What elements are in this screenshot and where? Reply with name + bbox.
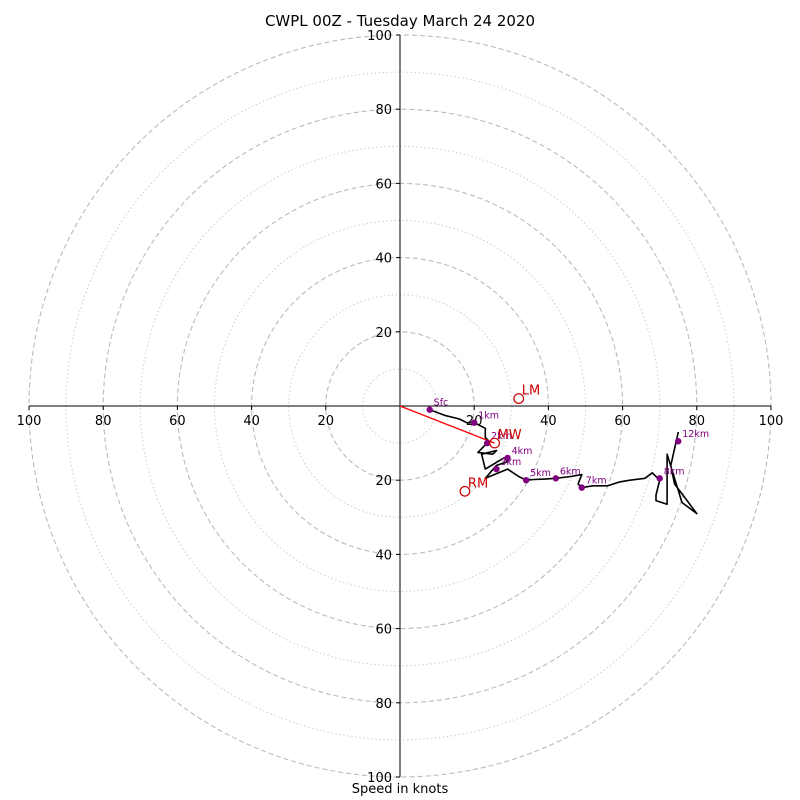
wind-profile-layer (399, 405, 698, 515)
y-tick-label: 80 (375, 103, 392, 118)
height-marker-6km (552, 475, 560, 482)
height-label-7km: 7km (586, 476, 607, 487)
mean-wind-vector-line (399, 405, 495, 444)
storm-motion-label-mw: MW (498, 428, 522, 443)
x-tick-label: 40 (540, 414, 557, 429)
x-tick-label: 100 (17, 414, 42, 429)
x-tick-label: 20 (318, 414, 335, 429)
height-label-8km: 8km (664, 466, 685, 477)
height-marker-1km (471, 419, 478, 426)
x-axis-label: Speed in knots (351, 782, 449, 797)
y-tick-label: 20 (375, 326, 392, 341)
storm-motion-layer: LM MW RM (459, 384, 540, 497)
height-label-Sfc: Sfc (434, 398, 449, 409)
x-tick-label: 60 (169, 414, 186, 429)
storm-motion-label-rm: RM (468, 476, 488, 491)
height-label-2km: 2km (491, 431, 512, 442)
height-label-6km: 6km (560, 466, 581, 477)
y-tick-label: 60 (375, 177, 392, 192)
height-marker-2km (483, 439, 491, 447)
height-marker-7km (578, 484, 585, 491)
x-tick-label: 80 (95, 414, 112, 429)
y-tick-label: 60 (375, 623, 392, 638)
storm-motion-marker-lm (513, 393, 525, 404)
y-tick-label: 20 (375, 474, 392, 489)
y-tick-label: 40 (375, 252, 392, 267)
wind-profile-line (429, 408, 698, 515)
x-tick-label: 40 (243, 414, 260, 429)
storm-motion-marker-mw (489, 437, 501, 449)
height-label-4km: 4km (512, 446, 533, 457)
tick-labels: 1008060402020406080100100806040202040608… (17, 29, 784, 786)
y-tick-label: 100 (367, 29, 392, 44)
y-tick-label: 100 (367, 771, 392, 786)
height-label-1km: 1km (478, 411, 499, 422)
x-tick-label: 100 (759, 414, 784, 429)
height-label-3km: 3km (500, 457, 521, 468)
x-tick-label: 80 (689, 414, 706, 429)
height-marker-12km (675, 438, 682, 445)
y-tick-label: 40 (375, 548, 392, 563)
height-label-12km: 12km (682, 429, 709, 440)
storm-motion-marker-rm (459, 485, 471, 497)
height-label-5km: 5km (530, 468, 551, 479)
storm-motion-label-lm: LM (522, 384, 540, 399)
height-marker-8km (656, 475, 663, 482)
height-marker-5km (522, 477, 530, 484)
y-tick-label: 80 (375, 697, 392, 712)
height-marker-3km (493, 465, 500, 473)
x-tick-label: 60 (614, 414, 631, 429)
height-marker-Sfc (426, 406, 433, 413)
chart-title: CWPL 00Z - Tuesday March 24 2020 (264, 12, 536, 30)
height-marker-4km (504, 454, 511, 462)
